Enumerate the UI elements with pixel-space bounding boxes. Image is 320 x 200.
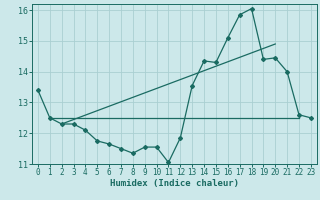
X-axis label: Humidex (Indice chaleur): Humidex (Indice chaleur): [110, 179, 239, 188]
